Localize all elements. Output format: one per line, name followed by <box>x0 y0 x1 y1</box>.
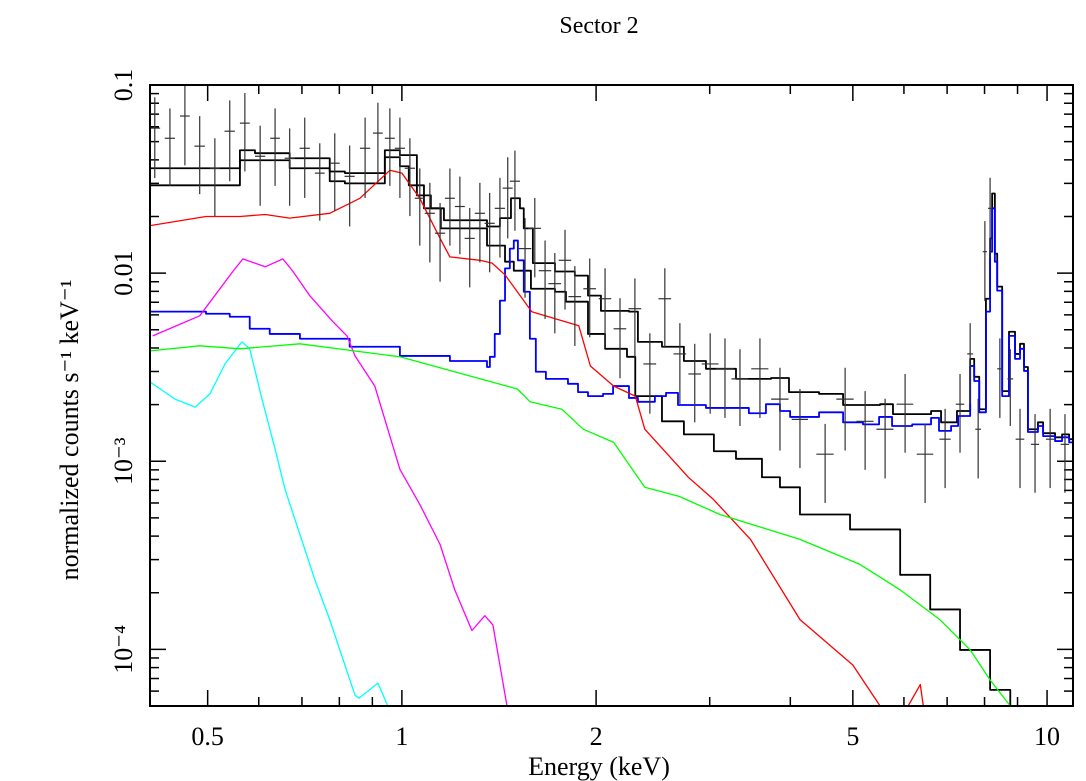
x-tick-label: 2 <box>590 722 603 751</box>
model-series-7 <box>150 343 1011 706</box>
data-point <box>164 108 176 186</box>
model-series-5 <box>152 258 508 706</box>
data-point <box>791 389 808 469</box>
x-tick-label: 5 <box>846 722 859 751</box>
x-tick-label: 1 <box>395 722 408 751</box>
data-point <box>299 117 310 198</box>
y-tick-label: 10⁻³ <box>109 437 138 485</box>
y-axis-label: normalized counts s⁻¹ keV⁻¹ <box>55 280 84 581</box>
model-series-3 <box>150 169 881 706</box>
data-point <box>731 349 749 426</box>
tick-labels: 0.5 1 2 5 10 0.1 0.01 10⁻³ 10⁻⁴ <box>109 69 1060 751</box>
data-point <box>484 192 495 273</box>
data-point <box>494 177 506 258</box>
data-point <box>558 229 572 310</box>
data-point <box>502 157 513 239</box>
data-point <box>688 343 701 423</box>
data-point <box>673 323 687 404</box>
data-point <box>424 182 435 263</box>
model-series-6 <box>150 341 389 706</box>
x-axis-label: Energy (keV) <box>528 752 670 781</box>
data-point <box>474 182 485 263</box>
data-point <box>394 117 405 198</box>
data-point <box>967 323 974 404</box>
data-point <box>955 373 965 453</box>
data-point <box>658 268 672 348</box>
y-tick-label: 0.01 <box>109 250 138 296</box>
model-series-0 <box>150 149 1073 441</box>
data-point <box>997 338 1003 418</box>
data-point <box>538 240 552 320</box>
data-point <box>1060 414 1070 493</box>
data-point <box>613 298 627 379</box>
data-point <box>836 367 854 451</box>
data-point <box>548 253 562 334</box>
data-point <box>314 143 325 221</box>
data-point <box>434 202 446 282</box>
data-point <box>414 168 425 246</box>
data-point <box>628 278 642 358</box>
axis-ticks <box>150 84 1073 707</box>
data-point <box>856 391 874 470</box>
data-point <box>372 102 383 183</box>
plot-area <box>150 85 1073 706</box>
data-point <box>1045 408 1055 489</box>
data-point <box>598 268 612 348</box>
data-point <box>454 176 465 255</box>
data-point <box>464 207 475 288</box>
data-point <box>209 138 220 217</box>
data-point <box>1015 408 1025 489</box>
data-point <box>715 338 734 418</box>
data-point <box>876 398 894 479</box>
data-point <box>239 92 250 172</box>
data-point <box>1007 349 1014 426</box>
model-series-1 <box>150 156 1012 706</box>
data-point <box>194 116 205 195</box>
data-point <box>254 125 266 206</box>
data-point <box>444 168 455 246</box>
data-point <box>359 117 371 198</box>
data-point <box>982 221 987 302</box>
data-point <box>404 138 416 217</box>
data-point <box>329 133 340 211</box>
data-point <box>150 97 161 179</box>
data-point <box>939 408 951 489</box>
data-point <box>1030 414 1040 493</box>
data-point <box>528 197 542 278</box>
data-point <box>180 85 190 166</box>
data-point <box>896 373 914 453</box>
data-point <box>344 145 355 227</box>
data-point <box>224 100 235 182</box>
y-tick-label: 0.1 <box>109 69 138 102</box>
data-point <box>975 398 982 479</box>
model-series-4 <box>907 683 924 706</box>
data-point <box>916 423 934 503</box>
model-series-2 <box>150 207 1073 444</box>
data-point <box>568 266 582 346</box>
data-point <box>751 338 769 418</box>
data-point <box>270 108 280 186</box>
data-point <box>643 333 657 414</box>
data-point <box>771 367 789 451</box>
data-point <box>816 423 834 503</box>
data-point <box>384 108 395 186</box>
data-point <box>988 177 993 258</box>
chart-title: Sector 2 <box>559 13 638 39</box>
y-tick-label: 10⁻⁴ <box>109 625 138 674</box>
data-point <box>583 258 596 338</box>
x-tick-label: 10 <box>1034 722 1060 751</box>
data-point <box>509 150 520 231</box>
x-tick-label: 0.5 <box>191 722 224 751</box>
plot-frame <box>149 84 1074 707</box>
data-point <box>518 218 532 298</box>
data-point <box>284 128 295 206</box>
data-point <box>701 333 719 414</box>
